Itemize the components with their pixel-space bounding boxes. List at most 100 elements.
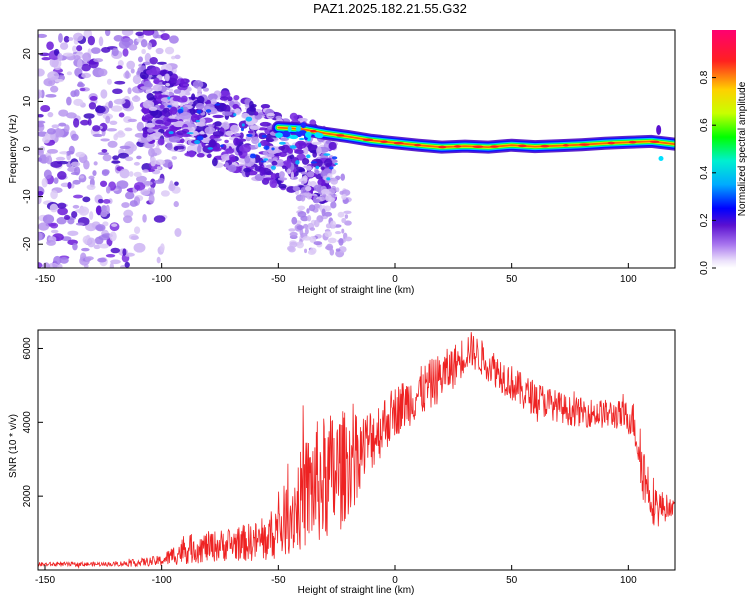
spectrogram-cell bbox=[63, 214, 71, 220]
spectrogram-cell bbox=[98, 36, 104, 47]
spectrogram-cell bbox=[66, 112, 77, 119]
spectrogram-cell bbox=[142, 213, 147, 223]
spectrogram-cell bbox=[301, 180, 305, 185]
spectrogram-hot-cell bbox=[336, 134, 345, 137]
spectrogram-cell bbox=[312, 198, 321, 204]
spectrogram-cell bbox=[191, 93, 196, 101]
spectrogram-cell bbox=[134, 181, 146, 191]
spectrogram-cell bbox=[58, 109, 69, 117]
spectrogram-cell bbox=[156, 166, 161, 170]
spectrogram-cell bbox=[53, 177, 59, 184]
spectrogram-cell bbox=[313, 241, 323, 246]
spectrogram-cell bbox=[58, 33, 63, 43]
spectrogram-cell bbox=[233, 113, 237, 117]
spectrogram-cell bbox=[186, 132, 194, 135]
spectrogram-cell bbox=[93, 161, 98, 166]
spectrogram-cell bbox=[329, 220, 337, 229]
spectrogram-cell bbox=[157, 138, 165, 146]
spectrogram-cell bbox=[160, 33, 170, 41]
spectrogram-cell bbox=[49, 222, 59, 229]
spectrogram-cell bbox=[271, 160, 278, 166]
spectrogram-cell bbox=[280, 137, 289, 141]
spectrogram-cell bbox=[147, 127, 154, 133]
spectrogram-cell bbox=[143, 181, 153, 186]
spectrogram-cell bbox=[159, 126, 169, 130]
spectrogram-cell bbox=[116, 180, 129, 189]
spectrogram-cell bbox=[199, 117, 206, 124]
spectrogram-cell bbox=[223, 104, 231, 114]
spectrogram-cell bbox=[286, 168, 292, 175]
spectrogram-hot-cell bbox=[472, 145, 484, 148]
spectrogram-cell bbox=[135, 31, 144, 37]
spectrogram-cell bbox=[159, 104, 165, 109]
spectrogram-cell bbox=[278, 145, 286, 151]
y-tick-label: 0 bbox=[22, 146, 33, 152]
spectrogram-cell bbox=[343, 210, 352, 215]
spectrogram-cell bbox=[303, 223, 309, 229]
spectrogram-cell bbox=[143, 80, 152, 88]
spectrogram-cell bbox=[305, 186, 312, 192]
spectrogram-cell bbox=[287, 125, 292, 133]
spectrogram-cell bbox=[323, 153, 331, 156]
spectrogram-cell bbox=[57, 171, 67, 180]
spectrogram-cell bbox=[40, 104, 51, 113]
spectrogram-cell bbox=[300, 171, 307, 175]
spectrogram-cell bbox=[104, 30, 111, 37]
spectrogram-cell bbox=[204, 126, 216, 135]
spectrogram-cell bbox=[311, 141, 322, 146]
spectrogram-cell bbox=[145, 69, 158, 76]
spectrogram-cell bbox=[111, 160, 121, 164]
spectrogram-cell bbox=[38, 231, 43, 241]
spectrogram-cell bbox=[55, 127, 61, 138]
spectrogram-cell bbox=[327, 237, 337, 244]
spectrogram-cell bbox=[63, 35, 70, 43]
spectrogram-cell bbox=[309, 227, 316, 231]
spectrogram-cell bbox=[298, 137, 305, 141]
spectrogram-hot-cell bbox=[607, 141, 615, 145]
spectrogram-cell bbox=[160, 243, 165, 253]
spectrogram-cell bbox=[208, 138, 216, 148]
spectrogram-y-axis: -20 -10 0 10 20 bbox=[22, 48, 43, 251]
spectrogram-cell bbox=[81, 247, 90, 252]
spectrogram-cell bbox=[101, 170, 110, 177]
spectrogram-cell bbox=[46, 155, 53, 165]
spectrogram-cell bbox=[321, 188, 330, 195]
spectrogram-cell bbox=[66, 71, 73, 76]
spectrogram-cell bbox=[73, 54, 81, 61]
spectrogram-cell bbox=[340, 173, 346, 181]
spectrogram-cell bbox=[57, 202, 67, 209]
spectrogram-cell bbox=[41, 177, 48, 188]
spectrogram-cell bbox=[90, 47, 101, 54]
spectrogram-cell bbox=[169, 180, 174, 190]
spectrogram-cell bbox=[306, 154, 311, 159]
spectrogram-cell bbox=[146, 136, 154, 142]
colorbar-ticks: 0.0 0.2 0.4 0.6 0.8 bbox=[699, 70, 716, 275]
snr-x-axis: -150 -100 -50 0 50 100 bbox=[35, 565, 637, 586]
spectrogram-cell bbox=[295, 125, 301, 132]
spectrogram-cell bbox=[46, 148, 59, 154]
spectrogram-cell bbox=[194, 140, 201, 145]
spectrogram-y-label: Frequency (Hz) bbox=[8, 115, 19, 184]
spectrogram-cell bbox=[165, 82, 170, 87]
spectrogram-cell bbox=[270, 173, 278, 180]
spectrogram-cell bbox=[72, 194, 84, 199]
spectrogram-cell bbox=[308, 204, 316, 212]
spectrogram-cell bbox=[289, 112, 298, 121]
spectrogram-cell bbox=[38, 262, 43, 268]
spectrogram-cell bbox=[266, 153, 275, 158]
spectrogram-cell bbox=[125, 191, 135, 200]
spectrogram-cell bbox=[119, 145, 131, 150]
spectrogram-cell bbox=[288, 246, 296, 253]
snr-y-label: SNR (10 * v/v) bbox=[8, 414, 19, 478]
spectrogram-cell bbox=[157, 177, 165, 183]
spectrogram-cell bbox=[290, 171, 295, 179]
spectrogram-cell bbox=[174, 181, 179, 186]
spectrogram-cell bbox=[196, 109, 202, 114]
spectrogram-cell bbox=[266, 137, 274, 143]
spectrogram-cell bbox=[320, 166, 325, 170]
spectrogram-cell bbox=[100, 138, 110, 142]
spectrogram-cell bbox=[249, 154, 257, 159]
spectrogram-hot-cell bbox=[310, 129, 317, 133]
spectrogram-hot-cell bbox=[362, 138, 374, 142]
spectrogram-cell bbox=[38, 89, 43, 99]
